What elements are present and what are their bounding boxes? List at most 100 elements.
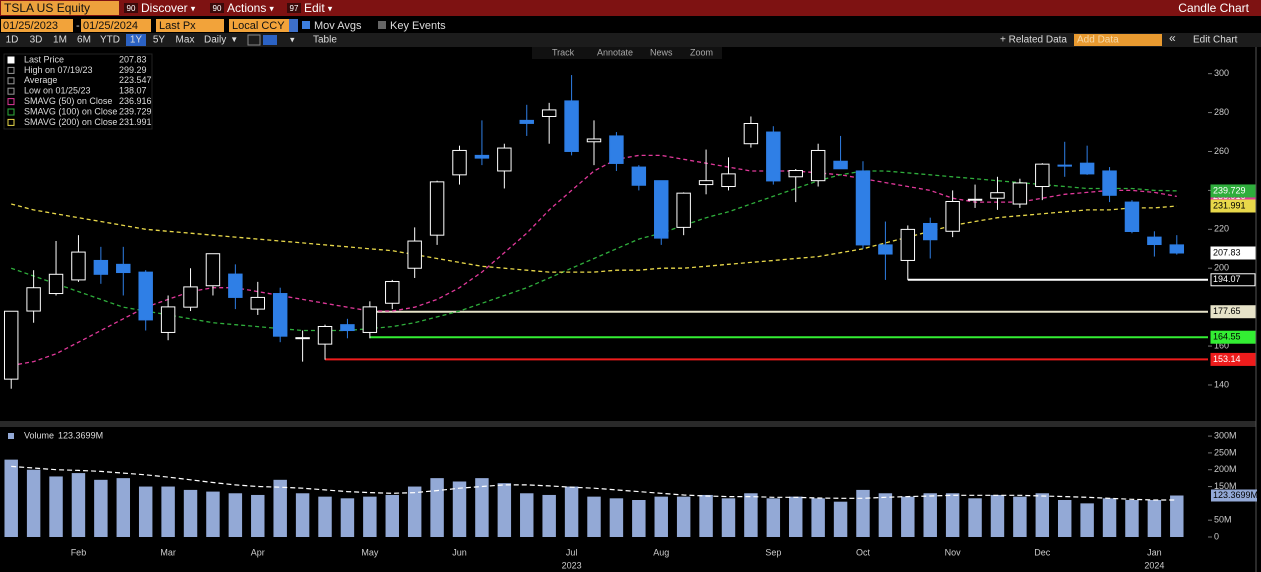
volume-bar [990,494,1005,537]
panel-divider [0,421,1256,427]
candle-body [788,170,803,178]
toggle-label[interactable]: Key Events [390,20,446,32]
add-data-box[interactable] [1074,34,1162,46]
field[interactable]: Last Px [159,20,196,32]
candle-body [945,201,960,232]
candle-body [990,192,1005,199]
table-button[interactable]: Table [313,35,337,46]
volume-bar [811,498,825,537]
candle-body [900,228,916,261]
period-button[interactable]: 1M [53,35,67,46]
volume-bar [968,498,982,537]
start-date[interactable]: 01/25/2023 [3,20,58,32]
end-date-box[interactable] [81,19,151,32]
x-tick-label: Oct [856,547,871,557]
period-button[interactable]: 3D [30,35,43,46]
level-label-box [1210,305,1256,319]
chart-type-icon-active[interactable] [263,35,277,45]
y-tick-label: 280 [1214,107,1229,117]
chart-tool[interactable]: News [650,47,673,57]
end-date[interactable]: 01/25/2024 [83,20,138,32]
volume-bar [609,498,624,537]
volume-bar [699,494,713,537]
chart-toolbar [532,47,722,59]
menu-code[interactable]: 90 [213,4,222,13]
last-price-label: 207.83 [1213,247,1241,257]
chart-type-icon[interactable] [247,34,261,46]
x-tick-label: Jul [566,547,578,557]
chart-tool[interactable]: Track [552,47,575,57]
menu-label[interactable]: Edit [304,1,325,15]
period-button[interactable]: YTD [100,35,120,46]
candle-body [138,271,153,321]
y-tick-label: 300M [1214,430,1237,440]
volume-bar [116,478,131,537]
period-button[interactable]: Max [176,35,195,46]
period-button[interactable]: 1D [6,35,19,46]
date-dash: - [76,20,80,32]
ma-value-label: 239.729 [1213,185,1246,195]
period-button[interactable]: 6M [77,35,91,46]
candle-body [272,293,288,337]
candle-body [183,286,198,308]
volume-bar [430,478,444,537]
edit-chart[interactable]: Edit Chart [1193,35,1238,46]
x-year-label: 2023 [562,560,582,570]
y-tick-label: 200M [1214,464,1237,474]
volume-bar [542,494,556,537]
legend-label: Low on 01/25/23 [24,86,91,96]
volume-bar [251,494,265,537]
menu-code[interactable]: 90 [127,4,136,13]
toggle-label[interactable]: Mov Avgs [314,20,362,32]
x-tick-label: May [361,547,379,557]
checkbox[interactable] [302,21,310,29]
settings-bar [0,17,1261,33]
candle-body [810,149,826,182]
candle-body [609,135,624,164]
menu-code-box[interactable] [210,3,224,13]
chart-tool[interactable]: Annotate [597,47,633,57]
volume-bar [49,476,63,537]
frequency[interactable]: Daily [204,35,226,46]
menu-code-box[interactable] [124,3,138,13]
last-price-label-box [1210,246,1256,260]
volume-bar [407,486,422,537]
candle-body [564,100,579,152]
moving-average [11,154,1177,367]
candle-body [698,180,714,186]
candle-body [385,281,400,304]
field-box[interactable] [156,19,224,32]
volume-bar [497,483,512,537]
menu-label[interactable]: Actions [227,1,266,15]
period-button[interactable]: 1Y [130,35,143,46]
level-label: 194.07 [1213,274,1241,284]
add-data[interactable]: Add Data [1077,35,1119,46]
checkbox[interactable] [378,21,386,29]
menu-label[interactable]: Discover [141,1,188,15]
x-tick-label: Sep [765,547,781,557]
related-data[interactable]: + Related Data [1000,35,1067,46]
start-date-box[interactable] [1,19,73,32]
volume-bar [789,496,803,537]
candle-body [833,160,848,170]
chart-tool[interactable]: Zoom [690,47,713,57]
volume-bar [766,498,781,537]
currency[interactable]: Local CCY [232,20,285,32]
menu-caret: ▾ [191,3,196,13]
security[interactable]: TSLA US Equity [4,1,90,15]
period-button[interactable]: 5Y [153,35,166,46]
menu-code-box[interactable] [287,3,301,13]
security-box[interactable] [1,1,119,15]
currency-dropdown[interactable] [289,19,298,32]
candle-body [48,273,64,295]
range-bar [0,33,1261,47]
legend-icon [7,56,15,64]
currency-box[interactable] [229,19,289,32]
volume-last-label: 123.3699M [1213,490,1258,500]
candle-body [743,123,759,145]
volume-bar [676,496,691,537]
level-label-box [1210,330,1256,344]
volume-bar [228,493,243,537]
menu-code[interactable]: 97 [290,4,299,13]
level-label-box [1210,273,1256,287]
